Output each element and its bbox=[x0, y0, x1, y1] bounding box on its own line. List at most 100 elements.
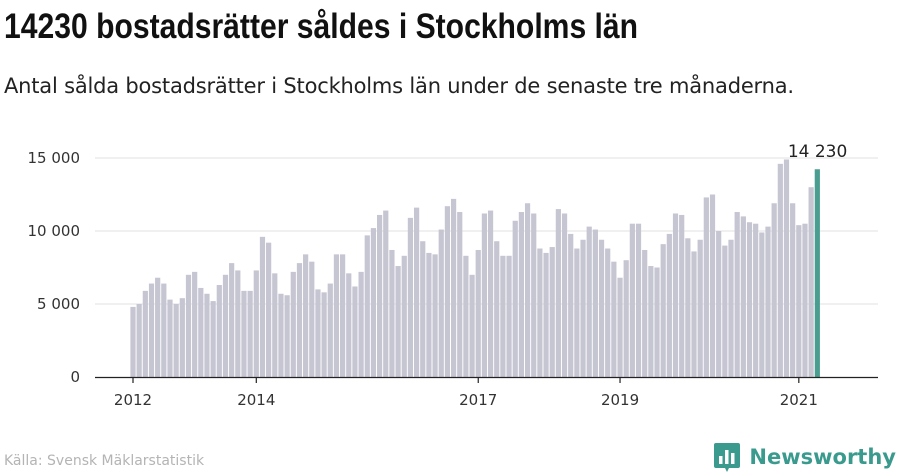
bar bbox=[685, 238, 691, 377]
bar bbox=[592, 229, 598, 377]
bar bbox=[691, 251, 697, 377]
bar bbox=[444, 206, 451, 377]
bar bbox=[303, 254, 309, 377]
bar bbox=[740, 216, 746, 377]
bar bbox=[759, 232, 765, 377]
bar bbox=[395, 266, 401, 377]
bar bbox=[296, 263, 303, 377]
bar bbox=[487, 210, 494, 377]
bar bbox=[537, 248, 543, 377]
chart-title: 14230 bostadsrätter såldes i Stockholms … bbox=[4, 7, 639, 46]
bar bbox=[500, 255, 506, 377]
brand: Newsworthy bbox=[713, 440, 896, 474]
bar bbox=[623, 260, 629, 377]
x-tick-label: 2021 bbox=[780, 391, 818, 409]
y-tick-label: 5 000 bbox=[37, 295, 80, 313]
bar bbox=[783, 159, 790, 377]
bar bbox=[253, 270, 259, 377]
bar bbox=[266, 242, 272, 377]
bar bbox=[586, 226, 592, 377]
brand-name: Newsworthy bbox=[749, 445, 896, 469]
bar bbox=[198, 287, 204, 377]
bar bbox=[136, 304, 142, 377]
bar bbox=[777, 163, 783, 377]
bar bbox=[605, 248, 611, 377]
bar bbox=[210, 301, 216, 377]
bar bbox=[494, 241, 500, 377]
x-tick-label: 2017 bbox=[459, 391, 497, 409]
bar bbox=[333, 254, 340, 377]
bar bbox=[802, 223, 808, 377]
bar bbox=[518, 212, 524, 377]
bars bbox=[130, 159, 820, 377]
bar bbox=[161, 283, 167, 377]
bar bbox=[407, 217, 414, 377]
bar bbox=[413, 207, 420, 377]
bar bbox=[389, 249, 395, 377]
bar bbox=[272, 273, 278, 377]
bar bbox=[543, 252, 549, 377]
bar bbox=[629, 223, 635, 377]
bar bbox=[617, 277, 623, 377]
bar bbox=[155, 277, 161, 377]
bar bbox=[315, 289, 321, 377]
bar bbox=[555, 209, 561, 377]
bar bbox=[574, 248, 580, 377]
x-tick-label: 2012 bbox=[114, 391, 152, 409]
bar bbox=[771, 203, 777, 377]
bar bbox=[611, 261, 617, 377]
bar bbox=[457, 212, 463, 377]
bar bbox=[383, 210, 389, 377]
x-tick-label: 2019 bbox=[601, 391, 639, 409]
bar bbox=[438, 229, 444, 377]
bar bbox=[642, 249, 648, 377]
bar bbox=[672, 213, 679, 377]
y-tick-label: 15 000 bbox=[28, 149, 81, 167]
bar bbox=[463, 255, 469, 377]
bar bbox=[734, 212, 740, 377]
bar bbox=[167, 299, 173, 377]
bar bbox=[469, 274, 475, 377]
bar bbox=[765, 226, 771, 377]
chart-subtitle: Antal sålda bostadsrätter i Stockholms l… bbox=[4, 74, 794, 98]
bar bbox=[241, 290, 247, 377]
bar bbox=[370, 228, 377, 377]
bar bbox=[401, 255, 407, 377]
bar bbox=[728, 239, 734, 377]
bar bbox=[709, 194, 716, 377]
bar bbox=[568, 233, 574, 377]
bar bbox=[327, 283, 333, 377]
bar bbox=[531, 213, 537, 377]
bar bbox=[185, 274, 192, 377]
bar bbox=[475, 249, 481, 377]
bar bbox=[703, 197, 709, 377]
bar bbox=[278, 293, 284, 377]
bar-highlight bbox=[814, 169, 820, 377]
bar bbox=[722, 245, 728, 377]
bar bbox=[426, 252, 432, 377]
bar bbox=[364, 235, 370, 377]
highlight-value-label: 14 230 bbox=[788, 142, 847, 162]
bar bbox=[660, 244, 666, 377]
bar bbox=[512, 220, 518, 377]
bar bbox=[716, 231, 722, 377]
source-note: Källa: Svensk Mäklarstatistik bbox=[4, 453, 205, 469]
bar bbox=[679, 214, 685, 377]
y-tick-label: 0 bbox=[70, 368, 80, 386]
bar bbox=[450, 198, 457, 377]
bar bbox=[130, 306, 136, 377]
bar bbox=[654, 267, 660, 377]
x-tick-label: 2014 bbox=[237, 391, 275, 409]
bar-chart: 0 5 000 10 000 15 000 2012 2014 2017 2019 2021 14… bbox=[28, 142, 878, 409]
bar bbox=[746, 222, 753, 377]
newsworthy-logo-icon bbox=[714, 443, 741, 472]
bar bbox=[420, 241, 426, 377]
bar bbox=[377, 214, 383, 377]
bar bbox=[247, 290, 253, 377]
bar bbox=[358, 271, 364, 377]
bar bbox=[192, 271, 198, 377]
bar bbox=[666, 233, 672, 377]
bar bbox=[549, 247, 555, 377]
bar bbox=[808, 187, 814, 377]
bar bbox=[753, 223, 759, 377]
